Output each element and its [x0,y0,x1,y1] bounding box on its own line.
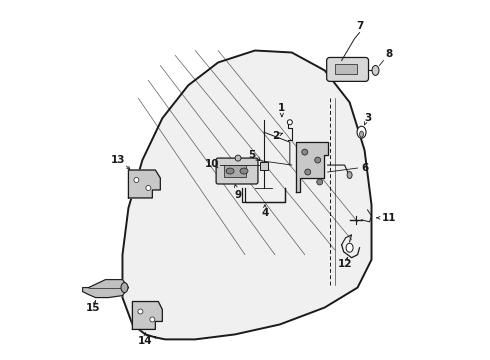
Ellipse shape [287,120,293,125]
Text: 12: 12 [337,259,352,269]
Polygon shape [122,50,371,339]
Text: 10: 10 [205,159,220,169]
Text: 13: 13 [111,155,126,165]
Text: 2: 2 [272,131,279,141]
Ellipse shape [357,126,366,138]
Ellipse shape [372,66,379,75]
Ellipse shape [150,317,155,322]
Text: 5: 5 [248,150,256,160]
Bar [335,64,357,75]
Ellipse shape [305,169,311,175]
Ellipse shape [235,155,241,161]
Polygon shape [83,280,128,298]
Polygon shape [132,302,162,329]
Ellipse shape [317,179,323,185]
Bar [224,165,246,177]
Polygon shape [296,142,328,192]
Bar [260,162,268,170]
Text: 8: 8 [386,49,392,59]
Text: 4: 4 [261,208,269,218]
Ellipse shape [360,131,364,137]
Polygon shape [128,170,160,198]
Text: 15: 15 [85,302,100,312]
Ellipse shape [240,168,248,174]
Ellipse shape [302,149,308,155]
Text: 14: 14 [138,336,153,346]
Text: 9: 9 [234,190,242,200]
Ellipse shape [346,243,353,252]
Ellipse shape [146,185,151,190]
Text: 1: 1 [278,103,286,113]
Text: 3: 3 [364,113,371,123]
Ellipse shape [121,283,128,293]
Ellipse shape [226,168,234,174]
Ellipse shape [138,309,143,314]
Text: 7: 7 [356,21,363,31]
FancyBboxPatch shape [327,58,368,81]
Text: 11: 11 [382,213,396,223]
FancyBboxPatch shape [216,158,258,184]
Text: 6: 6 [362,163,369,173]
Ellipse shape [347,171,352,179]
Ellipse shape [134,177,139,183]
Ellipse shape [315,157,321,163]
